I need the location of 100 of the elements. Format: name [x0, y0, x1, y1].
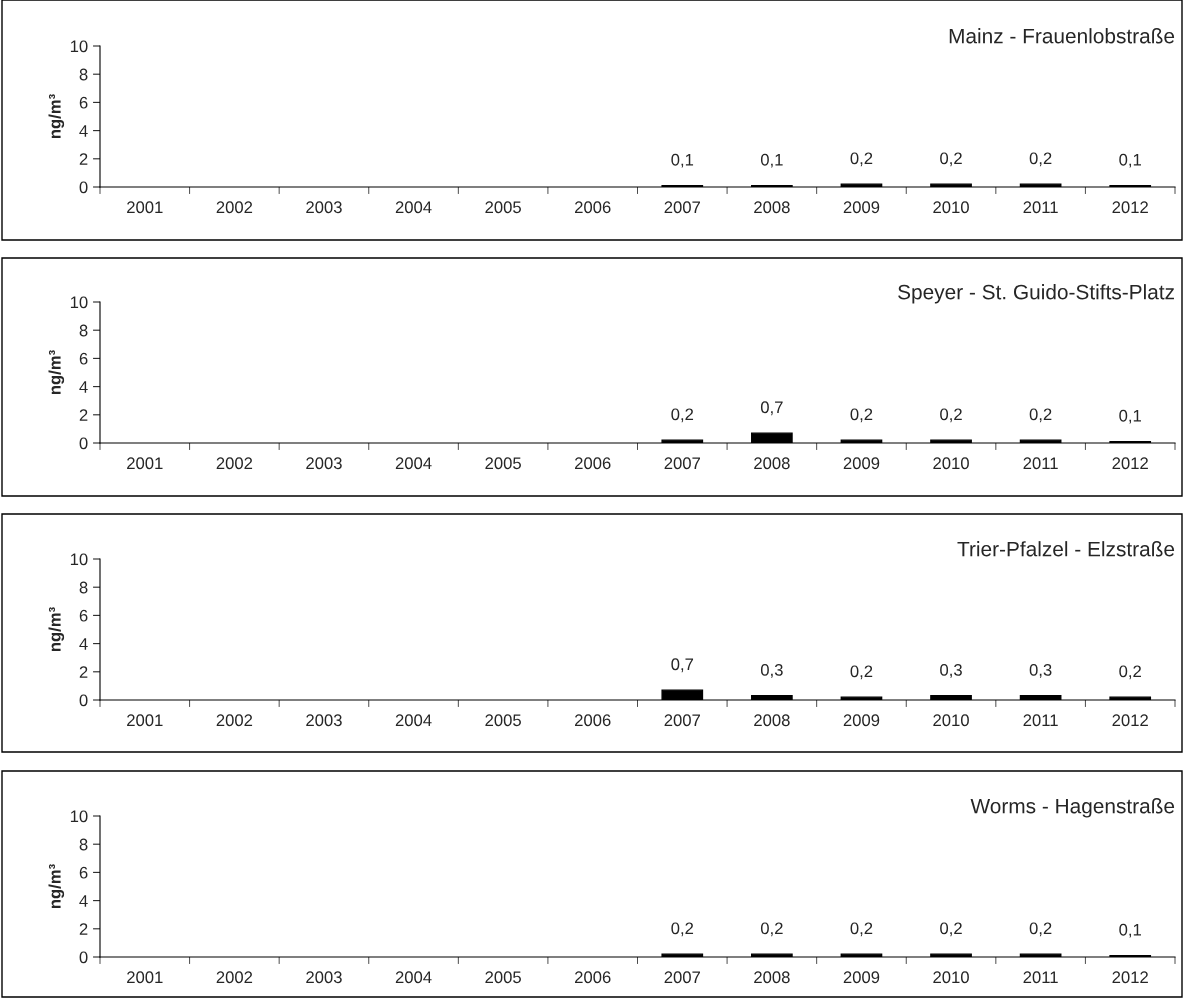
x-tick-label: 2003 — [306, 457, 342, 470]
y-tick-label: 0 — [79, 437, 88, 450]
y-tick-label: 8 — [79, 838, 88, 851]
y-tick-label: 6 — [79, 352, 88, 365]
chart-title: Mainz - Frauenlobstraße — [949, 28, 1175, 44]
data-label: 0,2 — [1029, 922, 1052, 937]
data-label: 0,2 — [760, 922, 783, 937]
y-tick-label: 2 — [79, 409, 88, 421]
data-label: 0,2 — [940, 152, 962, 167]
y-axis-title: ng/m³ — [48, 350, 65, 395]
data-label: 0,2 — [940, 408, 962, 423]
y-tick-label: 2 — [79, 923, 88, 935]
data-label: 0,2 — [850, 922, 873, 937]
data-label: 0,7 — [760, 401, 783, 416]
x-tick-label: 2006 — [575, 201, 611, 214]
x-tick-label: 2001 — [127, 201, 163, 214]
y-tick-label: 4 — [79, 638, 88, 650]
x-tick-label: 2004 — [395, 457, 432, 470]
x-tick-label: 2010 — [933, 201, 969, 214]
x-tick-label: 2007 — [664, 971, 700, 984]
y-axis-title: ng/m³ — [48, 94, 65, 139]
x-tick-label: 2010 — [933, 457, 969, 470]
x-tick-label: 2001 — [127, 714, 163, 727]
y-tick-label: 10 — [70, 40, 88, 53]
x-tick-label: 2008 — [754, 457, 790, 470]
y-tick-label: 4 — [79, 895, 88, 907]
x-tick-label: 2003 — [306, 714, 342, 727]
data-label: 0,3 — [760, 664, 783, 678]
x-tick-label: 2002 — [216, 714, 253, 727]
x-tick-label: 2001 — [127, 971, 163, 984]
y-tick-label: 2 — [79, 153, 88, 165]
data-label: 0,1 — [671, 153, 694, 168]
y-tick-label: 4 — [79, 381, 88, 393]
y-tick-label: 0 — [79, 181, 88, 194]
x-tick-label: 2003 — [306, 971, 342, 984]
x-tick-label: 2002 — [216, 201, 253, 214]
chart-title: Speyer - St. Guido-Stifts-Platz — [898, 284, 1174, 304]
x-tick-label: 2008 — [754, 714, 790, 727]
chart-title: Worms - Hagenstraße — [970, 798, 1175, 818]
x-tick-label: 2011 — [1023, 971, 1058, 984]
data-label: 0,2 — [671, 408, 694, 423]
x-tick-label: 2002 — [216, 971, 253, 984]
x-tick-label: 2006 — [575, 714, 611, 727]
y-tick-label: 8 — [79, 581, 88, 594]
x-tick-label: 2007 — [664, 201, 700, 214]
y-tick-label: 10 — [70, 810, 88, 823]
x-tick-label: 2011 — [1023, 714, 1058, 727]
data-label: 0,2 — [1029, 152, 1052, 167]
x-tick-label: 2002 — [216, 457, 253, 470]
data-label: 0,1 — [1119, 409, 1141, 424]
y-tick-label: 8 — [79, 324, 88, 337]
x-tick-label: 2008 — [754, 201, 790, 214]
x-tick-label: 2012 — [1112, 201, 1148, 214]
data-label: 0,1 — [760, 153, 783, 168]
data-label: 0,3 — [1029, 664, 1052, 678]
x-tick-label: 2001 — [127, 457, 163, 470]
x-tick-label: 2009 — [843, 971, 880, 984]
x-tick-label: 2010 — [933, 714, 969, 727]
x-tick-label: 2012 — [1112, 714, 1148, 727]
data-label: 0,3 — [940, 664, 962, 678]
x-tick-label: 2003 — [306, 201, 342, 214]
x-tick-label: 2009 — [843, 714, 880, 727]
data-label: 0,1 — [1119, 923, 1141, 938]
x-tick-label: 2011 — [1023, 201, 1058, 214]
x-tick-label: 2009 — [843, 201, 880, 214]
y-axis-title: ng/m³ — [48, 864, 65, 909]
y-tick-label: 2 — [79, 666, 88, 678]
data-label: 0,2 — [1119, 665, 1141, 680]
y-axis-title: ng/m³ — [48, 607, 65, 652]
y-tick-label: 6 — [79, 866, 88, 879]
data-label: 0,1 — [1119, 153, 1141, 168]
x-tick-label: 2005 — [485, 201, 521, 214]
x-tick-label: 2008 — [754, 971, 790, 984]
x-tick-label: 2011 — [1023, 457, 1058, 470]
chart-title: Trier-Pfalzel - Elzstraße — [957, 541, 1175, 557]
y-tick-label: 10 — [70, 296, 88, 309]
x-tick-label: 2007 — [664, 714, 700, 727]
y-tick-label: 6 — [79, 609, 88, 622]
data-label: 0,2 — [850, 665, 873, 680]
x-tick-label: 2012 — [1112, 457, 1148, 470]
y-tick-label: 4 — [79, 125, 88, 137]
x-tick-label: 2004 — [395, 971, 432, 984]
x-tick-label: 2006 — [575, 971, 611, 984]
y-tick-label: 10 — [70, 553, 88, 566]
data-label: 0,2 — [940, 922, 962, 937]
x-tick-label: 2010 — [933, 971, 969, 984]
x-tick-label: 2005 — [485, 457, 521, 470]
y-tick-label: 0 — [79, 694, 88, 707]
data-label: 0,2 — [850, 408, 873, 423]
data-label: 0,7 — [671, 658, 694, 673]
x-tick-label: 2012 — [1112, 971, 1148, 984]
x-tick-label: 2004 — [395, 714, 432, 727]
x-tick-label: 2007 — [664, 457, 700, 470]
y-tick-label: 8 — [79, 68, 88, 81]
x-tick-label: 2004 — [395, 201, 432, 214]
x-tick-label: 2005 — [485, 714, 521, 727]
data-label: 0,2 — [1029, 408, 1052, 423]
data-label: 0,2 — [671, 922, 694, 937]
y-tick-label: 0 — [79, 951, 88, 964]
x-tick-label: 2006 — [575, 457, 611, 470]
